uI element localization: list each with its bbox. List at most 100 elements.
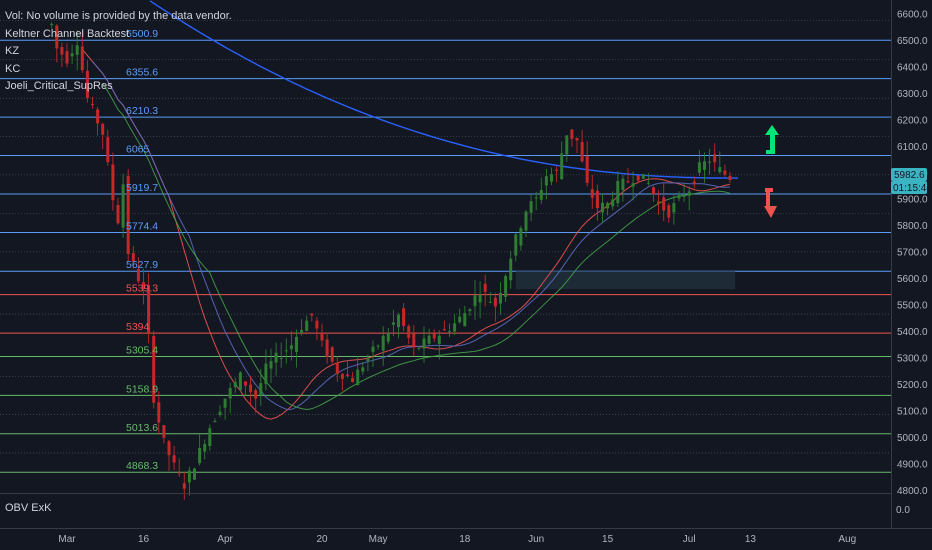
candle-body	[167, 441, 171, 456]
candle-body	[162, 425, 166, 438]
candle-body	[244, 381, 247, 386]
candle-body	[463, 313, 467, 327]
price-axis[interactable]: 6600.06500.06400.06300.06200.06100.06000…	[897, 10, 928, 497]
candle-body	[662, 197, 666, 211]
level-label: 5919.7	[126, 182, 158, 194]
candle-body	[611, 199, 615, 207]
price-tick-label: 5900.0	[897, 195, 928, 206]
candle-body	[172, 455, 176, 463]
legend-keltner-backtest[interactable]: Keltner Channel Backtest	[5, 27, 130, 40]
level-label: 6210.3	[126, 105, 158, 117]
candle-body	[646, 182, 650, 184]
candle-body	[565, 135, 569, 155]
candle-body	[376, 345, 380, 347]
time-tick-label: 13	[745, 534, 757, 545]
candle-body	[264, 363, 268, 384]
last-price-tag-bg	[891, 168, 927, 181]
candle-body	[708, 161, 712, 163]
candle-body	[692, 181, 696, 184]
price-tick-label: 4900.0	[897, 459, 928, 470]
last-price-value: 5982.6	[894, 170, 925, 181]
candle-body	[499, 292, 502, 304]
price-pane[interactable]	[0, 0, 891, 493]
candle-body	[228, 388, 232, 399]
candle-body	[606, 203, 610, 209]
legend-kc[interactable]: KC	[5, 62, 21, 75]
candle-body	[570, 129, 574, 139]
candle-body	[295, 336, 298, 352]
candle-body	[96, 109, 100, 124]
price-tick-label: 5400.0	[897, 327, 928, 338]
candle-body	[279, 358, 283, 360]
bar-countdown: 01:15:48	[893, 183, 932, 194]
candle-body	[157, 402, 161, 423]
candle-body	[713, 154, 717, 163]
indicator-curves	[81, 0, 738, 420]
candle-body	[346, 374, 349, 376]
candle-body	[126, 176, 130, 254]
obv-pane-label[interactable]: OBV ExK	[5, 502, 52, 514]
candles	[50, 22, 732, 500]
candle-body	[590, 189, 594, 198]
candle-body	[142, 282, 145, 290]
time-tick-label: May	[369, 534, 388, 545]
candle-body	[703, 161, 706, 170]
level-label: 5774.4	[126, 220, 158, 232]
level-label: 5158.9	[126, 383, 158, 395]
candle-body	[728, 175, 732, 181]
candle-body	[289, 345, 293, 350]
level-label: 5305.4	[126, 345, 158, 357]
candle-body	[85, 70, 89, 99]
candle-body	[218, 411, 222, 416]
level-label: 5394	[126, 321, 150, 333]
candle-body	[544, 176, 548, 186]
candle-body	[50, 23, 54, 25]
candle-body	[504, 276, 508, 297]
candle-body	[320, 333, 324, 341]
candle-body	[259, 383, 263, 396]
candle-body	[519, 228, 523, 246]
consolidation-box	[515, 271, 736, 290]
candle-body	[60, 46, 64, 55]
price-tick-label: 5800.0	[897, 221, 928, 232]
legend: Vol: No volume is provided by the data v…	[5, 8, 232, 96]
sub-pane-value-label: 0.0	[896, 505, 910, 516]
candle-body	[402, 308, 406, 326]
candle-body	[422, 338, 426, 349]
price-tick-label: 5600.0	[897, 274, 928, 285]
time-axis[interactable]: Mar 16 Apr 20 May 18 Jun 15 Jul 13 Aug	[58, 534, 856, 545]
candle-body	[177, 472, 181, 474]
candle-body	[657, 201, 661, 204]
level-label: 6355.6	[126, 67, 158, 79]
candle-body	[182, 483, 186, 489]
price-tick-label: 6100.0	[897, 142, 928, 153]
time-tick-label: Mar	[58, 534, 76, 545]
candle-body	[626, 181, 630, 183]
legend-kz[interactable]: KZ	[5, 45, 20, 57]
candle-body	[417, 347, 421, 349]
candle-body	[397, 314, 400, 328]
price-tick-label: 6400.0	[897, 62, 928, 73]
price-tick-label: 5700.0	[897, 248, 928, 259]
mid-ma-line	[92, 61, 731, 410]
last-price-tag: 5982.6 01:15:48	[891, 168, 932, 194]
candle-body	[575, 137, 579, 141]
volume-note: Vol: No volume is provided by the data v…	[5, 10, 232, 22]
candle-body	[682, 196, 686, 198]
price-tick-label: 5200.0	[897, 380, 928, 391]
candle-body	[121, 184, 125, 228]
candle-body	[539, 189, 543, 200]
candle-body	[213, 420, 217, 423]
candle-body	[193, 468, 196, 480]
candle-body	[595, 190, 599, 209]
candle-body	[412, 333, 416, 348]
candle-body	[631, 183, 635, 187]
candle-body	[274, 352, 278, 363]
candle-body	[601, 202, 604, 213]
fast-ma-line	[81, 48, 731, 420]
candle-body	[448, 331, 451, 333]
price-tick-label: 5000.0	[897, 433, 928, 444]
candle-body	[427, 335, 431, 344]
legend-critical-supres[interactable]: Joeli_Critical_SupRes	[5, 80, 113, 92]
